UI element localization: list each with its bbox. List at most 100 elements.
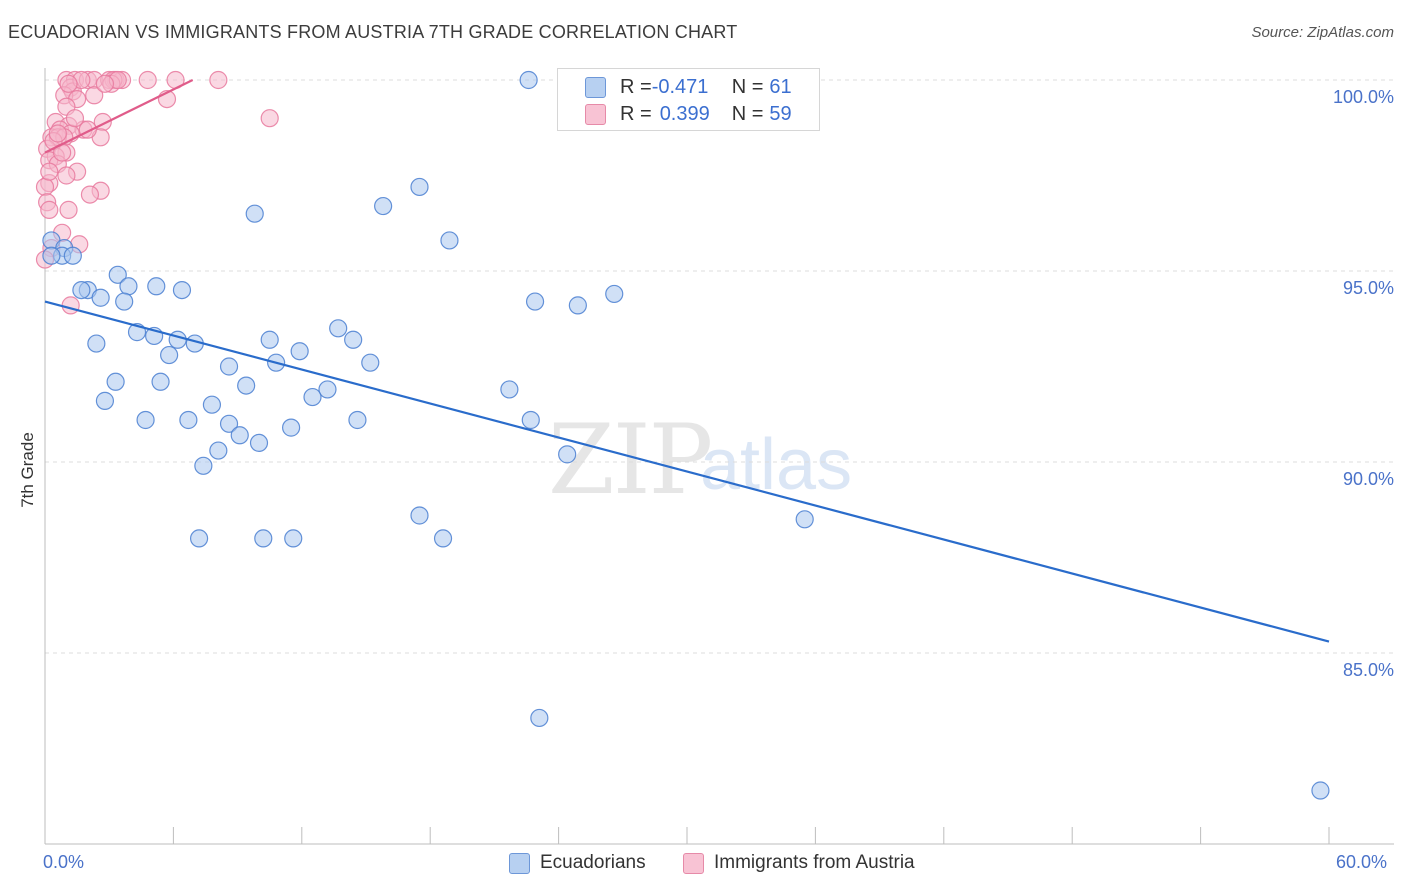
ecuadorian-point <box>108 265 127 284</box>
legend-swatch-blue <box>585 76 606 98</box>
ecuadorian-point <box>115 292 134 311</box>
ecuadorian-point <box>282 418 301 437</box>
bottom-legend-ecuadorians: Ecuadorians <box>509 852 646 874</box>
ecuadorian-point <box>284 529 303 548</box>
y-tick-label-95: 95.0% <box>1342 278 1394 298</box>
ecuadorian-point <box>172 281 192 300</box>
ecuadorian-point <box>440 231 459 250</box>
austria-point <box>35 177 55 197</box>
bottom-legend-swatch-blue <box>509 852 530 874</box>
ecuadorian-point <box>91 288 110 307</box>
chart-title: ECUADORIAN VS IMMIGRANTS FROM AUSTRIA 7T… <box>8 22 738 42</box>
legend-row-ecuadorians: R = -0.471 N = 61 <box>558 74 792 100</box>
bottom-legend-label: Immigrants from Austria <box>714 852 915 873</box>
stats-legend: R = -0.471 N = 61 R = 0.399 N = 59 <box>557 68 820 131</box>
ecuadorian-point <box>95 391 115 410</box>
austria-point <box>57 166 76 185</box>
austria-point <box>59 200 78 219</box>
ecuadorian-point <box>202 395 222 414</box>
ecuadorian-point <box>525 292 545 311</box>
legend-r-key: R = <box>620 75 652 98</box>
legend-n-key: N = <box>731 102 764 125</box>
austria-point <box>40 200 59 219</box>
ecuadorian-point <box>42 246 61 265</box>
ecuadorian-point <box>245 204 264 223</box>
ecuadorian-point <box>260 330 279 349</box>
austria-point <box>40 162 59 181</box>
austria-point <box>65 109 85 128</box>
austria-point <box>209 70 228 90</box>
ecuadorian-point <box>290 342 309 361</box>
ecuadorian-point <box>558 445 577 464</box>
austria-point <box>59 74 78 93</box>
y-tick-label-100: 100.0% <box>1332 87 1394 107</box>
ecuadorian-point <box>194 456 213 475</box>
ecuadorian-point <box>318 380 337 399</box>
ecuadorian-point <box>209 441 228 460</box>
ecuadorian-point <box>1311 781 1330 800</box>
ecuadorian-point <box>147 277 166 296</box>
x-tick-label-min: 0.0% <box>43 852 85 872</box>
y-tick-label-85: 85.0% <box>1342 660 1394 680</box>
ecuadorian-point <box>374 196 393 216</box>
y-axis-label: 7th Grade <box>18 432 37 508</box>
austria-point <box>138 70 157 90</box>
ecuadorian-point <box>249 433 269 452</box>
bottom-legend-swatch-pink <box>683 852 704 874</box>
ecuadorian-point <box>230 426 249 445</box>
ecuadorian-point <box>72 281 91 300</box>
ecuadorian-point <box>530 708 549 728</box>
ecuadorian-point <box>795 510 814 529</box>
trend-lines <box>44 79 1330 643</box>
y-tick-label-90: 90.0% <box>1342 469 1394 489</box>
ecuadorian-point <box>219 414 239 433</box>
ecuadorian-point <box>179 410 198 430</box>
ecuadorian-point <box>189 529 209 548</box>
ecuadorian-points <box>42 70 1330 800</box>
ecuadorian-point <box>87 334 106 353</box>
ecuadorian-point <box>344 330 363 349</box>
austria-point <box>95 74 115 93</box>
bottom-legend-austria: Immigrants from Austria <box>683 852 915 874</box>
austria-point <box>61 296 80 315</box>
legend-swatch-pink <box>585 103 606 125</box>
watermark-zip: ZIP <box>548 404 713 516</box>
legend-r-value: -0.471 <box>651 75 709 98</box>
legend-row-austria: R = 0.399 N = 59 <box>558 101 792 127</box>
ecuadorian-point <box>254 529 273 548</box>
legend-r-value: 0.399 <box>659 102 710 125</box>
legend-n-value: 59 <box>769 102 792 125</box>
ecuadorian-point <box>151 372 170 391</box>
ecuadorian-point <box>136 410 155 430</box>
ecuadorian-point <box>119 277 138 296</box>
ecuadorian-point <box>433 529 453 548</box>
bottom-legend-label: Ecuadorians <box>540 852 646 873</box>
x-tick-label-max: 60.0% <box>1336 852 1388 872</box>
austria-points <box>35 70 279 315</box>
ecuadorian-point <box>303 387 322 407</box>
ecuadorian-point <box>237 376 256 395</box>
ecuadorian-point <box>329 319 348 338</box>
ecuadorian-point <box>63 246 82 265</box>
austria-point <box>48 124 67 143</box>
watermark-atlas: atlas <box>700 425 853 505</box>
ecuadorian-point <box>410 506 429 525</box>
source-label: Source: ZipAtlas.com <box>1251 24 1394 41</box>
ecuadorian-point <box>568 296 587 315</box>
ecuadorian-point <box>348 410 367 430</box>
austria-point <box>260 109 279 128</box>
axes <box>44 68 1394 845</box>
ecuadorian-point <box>605 284 624 304</box>
legend-r-key: R = <box>620 102 652 125</box>
ecuadorian-point <box>500 380 519 399</box>
austria-trend-line <box>44 79 194 154</box>
ecuadorian-trend-line <box>44 300 1330 643</box>
ecuadorian-point <box>106 372 125 391</box>
austria-point <box>85 86 104 105</box>
ecuadorian-point <box>521 410 540 430</box>
legend-n-key: N = <box>731 75 764 98</box>
ecuadorian-point <box>519 70 538 90</box>
legend-n-value: 61 <box>769 75 792 98</box>
ecuadorian-point <box>410 177 429 197</box>
